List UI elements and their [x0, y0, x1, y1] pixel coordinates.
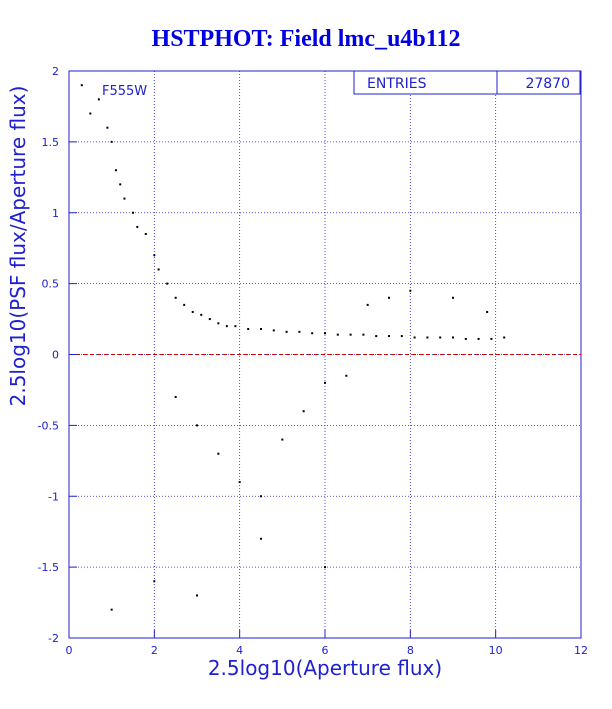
- y-tick-label: 1: [52, 207, 59, 220]
- stats-entries-label: ENTRIES: [367, 76, 427, 92]
- data-point: [110, 140, 113, 143]
- x-tick-label: 2: [151, 644, 158, 657]
- data-point: [225, 325, 228, 328]
- data-point: [324, 381, 326, 384]
- data-point: [400, 335, 403, 338]
- data-point: [153, 254, 156, 257]
- x-tick-label: 0: [66, 644, 73, 657]
- y-tick-label: 0: [52, 349, 59, 362]
- data-point: [260, 495, 262, 498]
- data-point: [285, 330, 288, 333]
- data-point: [196, 424, 198, 427]
- data-point: [144, 233, 147, 236]
- data-point: [452, 336, 454, 339]
- data-point: [486, 310, 489, 313]
- y-tick-label: -1.5: [38, 561, 59, 574]
- data-point: [345, 374, 348, 377]
- data-point: [439, 336, 442, 339]
- x-axis-ticks: 0 2 4 6 8 10 12: [66, 630, 588, 657]
- y-tick-label: -2: [48, 632, 59, 645]
- data-point: [362, 333, 365, 336]
- data-point: [260, 327, 262, 330]
- x-tick-label: 10: [489, 644, 503, 657]
- data-point: [503, 336, 506, 339]
- data-point: [375, 335, 378, 338]
- data-point: [413, 336, 416, 339]
- data-point: [136, 225, 139, 228]
- x-axis-label: 2.5log10(Aperture flux): [208, 656, 442, 680]
- data-point: [311, 332, 314, 335]
- data-point: [80, 84, 83, 87]
- data-point: [208, 318, 211, 321]
- y-tick-label: 0.5: [42, 278, 60, 291]
- data-point: [106, 126, 109, 129]
- data-point: [157, 268, 160, 271]
- data-point: [174, 296, 177, 299]
- data-point: [490, 337, 493, 340]
- data-point: [324, 566, 326, 569]
- stats-box: ENTRIES 27870: [353, 70, 581, 95]
- data-point: [217, 322, 220, 325]
- x-tick-label: 12: [574, 644, 588, 657]
- data-point: [409, 289, 412, 292]
- data-point: [302, 410, 305, 413]
- data-point: [336, 333, 339, 336]
- stats-box-frame: [353, 70, 581, 95]
- data-point: [349, 333, 352, 336]
- data-point: [366, 303, 369, 306]
- data-point: [196, 594, 198, 597]
- data-point: [183, 303, 186, 306]
- y-tick-label: -0.5: [38, 419, 59, 432]
- data-point: [388, 335, 390, 338]
- data-point: [97, 98, 100, 101]
- data-point: [464, 337, 467, 340]
- data-point: [110, 608, 113, 611]
- data-point: [123, 197, 126, 200]
- y-tick-label: -1: [48, 490, 59, 503]
- x-tick-label: 8: [407, 644, 414, 657]
- data-point: [217, 452, 220, 455]
- scatter-points: [80, 84, 506, 611]
- data-point: [238, 481, 241, 484]
- data-point: [477, 337, 480, 340]
- data-point: [426, 336, 429, 339]
- data-point: [89, 112, 92, 115]
- data-point: [119, 183, 122, 186]
- x-tick-label: 6: [322, 644, 329, 657]
- data-point: [200, 313, 203, 316]
- data-point: [388, 296, 390, 299]
- data-point: [153, 580, 156, 583]
- y-axis-label: 2.5log10(PSF flux/Aperture flux): [6, 86, 30, 407]
- data-point: [132, 211, 134, 214]
- x-tick-label: 4: [236, 644, 243, 657]
- data-point: [174, 396, 177, 399]
- data-point: [298, 330, 301, 333]
- data-point: [166, 282, 169, 285]
- data-point: [281, 438, 284, 441]
- data-point: [452, 296, 454, 299]
- data-point: [191, 310, 194, 313]
- y-tick-label: 1.5: [42, 136, 60, 149]
- y-tick-label: 2: [52, 65, 59, 78]
- chart-title: HSTPHOT: Field lmc_u4b112: [152, 26, 461, 52]
- filter-label: F555W: [102, 84, 147, 99]
- stats-entries-value: 27870: [525, 76, 570, 92]
- y-axis-ticks: 2 1.5 1 0.5 0 -0.5 -1 -1.5 -2: [38, 65, 77, 645]
- data-point: [114, 169, 117, 172]
- data-point: [247, 327, 250, 330]
- data-point: [234, 325, 237, 328]
- data-point: [260, 537, 262, 540]
- data-point: [324, 332, 326, 335]
- data-point: [272, 329, 275, 332]
